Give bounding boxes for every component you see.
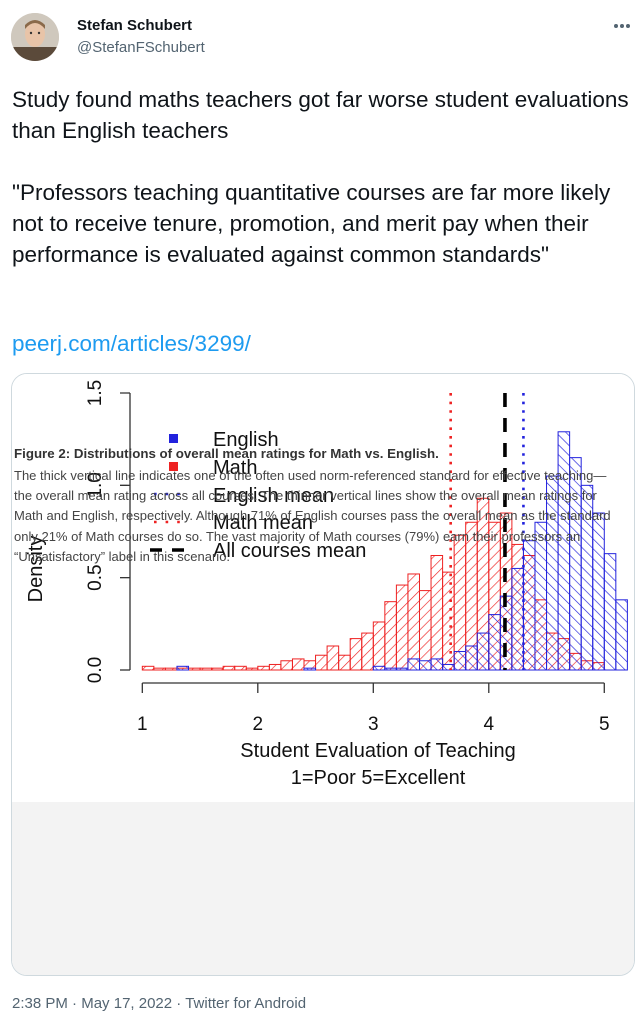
x-tick-label: 1 [137, 714, 148, 735]
tweet-meta: 2:38 PM · May 17, 2022 · Twitter for And… [12, 994, 306, 1014]
bar-english [384, 667, 397, 671]
figure-caption-title: Figure 2: Distributions of overall mean … [14, 446, 439, 461]
article-link[interactable]: peerj.com/articles/3299/ [12, 331, 251, 356]
bar-math [372, 621, 386, 671]
bar-math [268, 663, 282, 671]
bar-math [407, 573, 420, 671]
x-axis-label: Student Evaluation of Teaching [240, 740, 515, 762]
bar-english [176, 665, 190, 671]
bar-math [199, 667, 213, 671]
bar-english [453, 651, 467, 671]
media-card[interactable]: 0.0 0.5 1.0 1.5 1 2 3 4 5 English Math English m… [11, 373, 635, 976]
x-tick-label: 3 [368, 714, 379, 735]
x-axis-sublabel: 1=Poor 5=Excellent [291, 767, 466, 789]
tweet-text: Study found maths teachers got far worse… [12, 87, 629, 267]
histogram-chart: 0.0 0.5 1.0 1.5 1 2 3 4 5 English Math English m… [25, 380, 628, 789]
bar-english [488, 614, 501, 671]
bar-math [257, 665, 270, 671]
caption-box [12, 802, 634, 975]
legend-english-label: English [213, 429, 279, 451]
legend-all-mean-label: All courses mean [213, 540, 366, 562]
bar-english [418, 660, 432, 671]
bar-math [418, 590, 432, 671]
bar-math [338, 654, 351, 671]
author-name[interactable]: Stefan Schubert [77, 17, 193, 34]
figure-caption-body: The thick vertical line indicates one of… [14, 468, 611, 564]
legend: English Math English mean Math mean All … [150, 429, 366, 562]
meta-separator: · [67, 995, 82, 1012]
legend-math-swatch [169, 462, 178, 471]
meta-separator: · [172, 995, 186, 1012]
y-tick-label: 0.5 [85, 564, 106, 590]
tweet-source: Twitter for Android [185, 995, 307, 1012]
bar-math [245, 667, 259, 671]
bar-math [211, 667, 224, 671]
y-tick-label: 1.5 [85, 380, 106, 406]
more-options-icon[interactable] [608, 14, 636, 38]
bar-math [164, 667, 178, 671]
bar-math [384, 601, 397, 671]
bar-math [280, 660, 293, 671]
bar-math [442, 571, 455, 671]
bar-math [349, 638, 363, 671]
bar-math [361, 632, 374, 671]
legend-english-swatch [169, 434, 178, 443]
x-tick-label: 4 [483, 714, 494, 735]
legend-math-label: Math [213, 457, 257, 479]
bar-english [303, 667, 317, 671]
bar-math [234, 665, 247, 671]
bar-math [153, 667, 166, 671]
bar-english [465, 645, 478, 671]
bar-math [315, 654, 328, 671]
bar-english [430, 658, 444, 671]
avatar[interactable] [11, 13, 59, 61]
legend-english-mean-label: English mean [213, 485, 334, 507]
bar-english [499, 595, 513, 671]
bar-english [615, 599, 628, 671]
bar-math [141, 665, 155, 671]
x-tick-label: 2 [253, 714, 264, 735]
y-tick-label: 1.0 [85, 472, 106, 498]
bar-math [222, 665, 236, 671]
bar-math [188, 667, 201, 671]
bar-english [442, 663, 455, 671]
bar-math [430, 555, 444, 671]
legend-math-mean-label: Math mean [213, 512, 313, 534]
tweet-date[interactable]: May 17, 2022 [81, 995, 173, 1012]
bar-english [603, 553, 617, 671]
author-handle[interactable]: @StefanFSchubert [77, 39, 205, 56]
y-tick-label: 0.0 [85, 657, 106, 683]
y-axis-label: Density [25, 536, 47, 603]
bar-english [476, 632, 490, 671]
bar-math [326, 645, 340, 671]
bar-math [395, 584, 409, 671]
bar-english [407, 658, 420, 671]
x-tick-label: 5 [599, 714, 610, 735]
tweet-time[interactable]: 2:38 PM [12, 995, 68, 1012]
bar-english [372, 665, 386, 671]
bar-english [395, 667, 409, 671]
bar-math [291, 658, 305, 671]
bar-english [511, 567, 524, 671]
figure-image: 0.0 0.5 1.0 1.5 1 2 3 4 5 English Math English m… [12, 374, 634, 802]
